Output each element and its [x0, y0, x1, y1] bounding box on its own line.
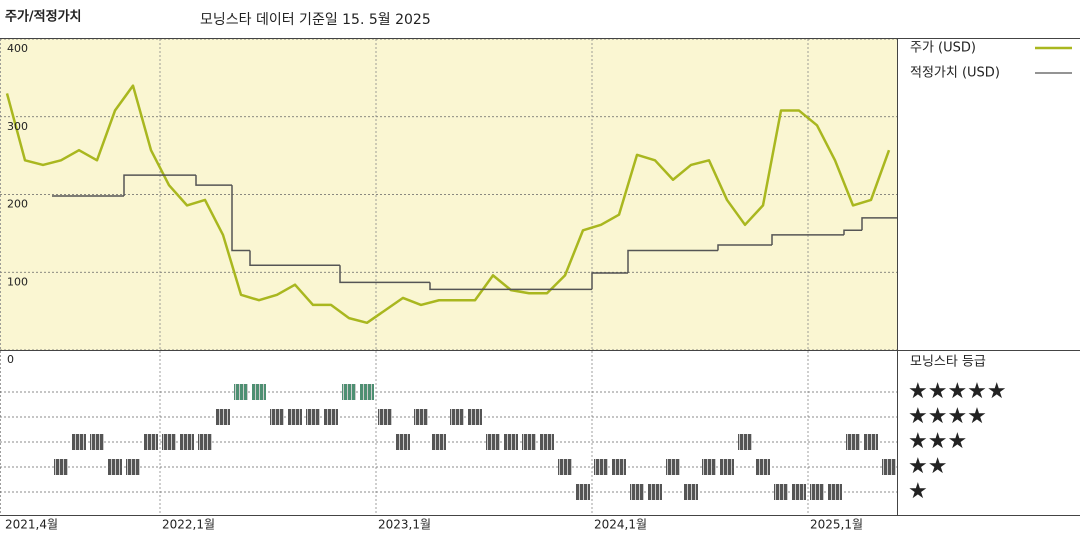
rating-block — [90, 434, 104, 450]
x-tick-label: 2022,1월 — [162, 518, 215, 532]
rating-block — [72, 434, 86, 450]
labels: 0 100 200 300 400 2021,4월 2022,1월 2023,1월 2024,1… — [5, 41, 1072, 532]
fair-value-segment — [771, 234, 790, 246]
rating-block — [846, 434, 860, 450]
fair-value-segment — [123, 174, 142, 197]
chart-title: 주가/적정가치 — [5, 9, 82, 25]
rating-title: 모닝스타 등급 — [910, 355, 986, 370]
ratings — [54, 384, 896, 500]
rating-block — [558, 459, 572, 475]
y-tick-label: 300 — [7, 120, 28, 133]
rating-block — [684, 484, 698, 500]
fair-value-segment — [627, 249, 646, 274]
fair-value-segment — [339, 265, 358, 284]
rating-block — [180, 434, 194, 450]
rating-block — [378, 409, 392, 425]
fair-value-segment — [861, 217, 880, 231]
rating-level-label: ★★★★★ — [908, 379, 1007, 404]
rating-block — [792, 484, 806, 500]
rating-block — [360, 384, 374, 400]
rating-block — [576, 484, 590, 500]
rating-block — [324, 409, 338, 425]
rating-block — [126, 459, 140, 475]
rating-block — [522, 434, 536, 450]
rating-block — [108, 459, 122, 475]
legend-label: 적정가치 (USD) — [910, 66, 1000, 81]
rating-block — [306, 409, 320, 425]
rating-block — [828, 484, 842, 500]
rating-block — [216, 409, 230, 425]
rating-block — [54, 459, 68, 475]
rating-block — [504, 434, 518, 450]
rating-block — [810, 484, 824, 500]
rating-block — [756, 459, 770, 475]
price-line — [5, 84, 891, 325]
fair-value-segment — [591, 272, 610, 290]
rating-block — [342, 384, 356, 400]
rating-block — [270, 409, 284, 425]
marks — [5, 84, 897, 325]
rating-block — [702, 459, 716, 475]
fair-value-segment — [249, 250, 268, 267]
y-tick-label: 400 — [7, 42, 28, 55]
fair-value-segment — [195, 175, 214, 186]
rating-block — [252, 384, 266, 400]
rating-block — [144, 434, 158, 450]
x-tick-label: 2024,1월 — [594, 518, 647, 532]
rating-block — [594, 459, 608, 475]
rating-block — [414, 409, 428, 425]
y-tick-label: 0 — [7, 353, 14, 366]
rating-block — [540, 434, 554, 450]
rating-block — [630, 484, 644, 500]
rating-block — [882, 459, 896, 475]
rating-level-label: ★★★ — [908, 429, 967, 454]
rating-block — [450, 409, 464, 425]
rating-block — [396, 434, 410, 450]
fair-value-segment — [231, 185, 250, 252]
rating-block — [432, 434, 446, 450]
rating-block — [648, 484, 662, 500]
chart-subtitle: 모닝스타 데이터 기준일 15. 5월 2025 — [200, 12, 431, 28]
rating-block — [162, 434, 176, 450]
x-tick-label: 2023,1월 — [378, 518, 431, 532]
rating-block — [666, 459, 680, 475]
rating-block — [720, 459, 734, 475]
rating-block — [774, 484, 788, 500]
rating-level-label: ★ — [908, 479, 928, 504]
rating-block — [864, 434, 878, 450]
rating-level-label: ★★ — [908, 454, 947, 479]
rating-block — [468, 409, 482, 425]
x-tick-label: 2021,4월 — [5, 518, 58, 532]
fair-value-segment — [429, 282, 448, 291]
y-tick-label: 200 — [7, 198, 28, 211]
x-tick-label: 2025,1월 — [810, 518, 863, 532]
rating-block — [198, 434, 212, 450]
fair-value-segment — [843, 229, 862, 235]
legend-label: 주가 (USD) — [910, 41, 976, 56]
frame — [0, 38, 1080, 516]
y-tick-label: 100 — [7, 275, 28, 288]
rating-block — [738, 434, 752, 450]
rating-block — [486, 434, 500, 450]
rating-level-label: ★★★★ — [908, 404, 987, 429]
rating-block — [288, 409, 302, 425]
rating-block — [612, 459, 626, 475]
fair-value-segment — [717, 244, 736, 251]
rating-block — [234, 384, 248, 400]
